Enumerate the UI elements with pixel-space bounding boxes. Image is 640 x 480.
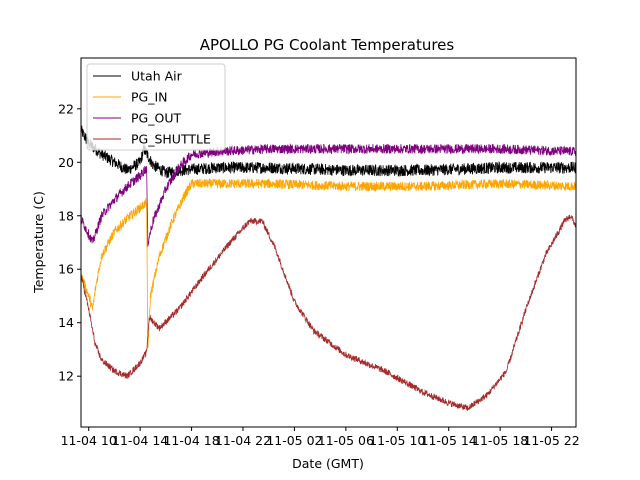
- legend-label: Utah Air: [131, 69, 183, 84]
- legend: Utah Air PG_IN PG_OUT PG_SHUTTLE: [86, 63, 226, 151]
- y-tick-label: 14: [58, 315, 74, 330]
- axes-frame: [80, 57, 577, 428]
- series-line-utah-air: [81, 125, 576, 179]
- x-tick-label: 11-04 18: [163, 433, 219, 448]
- y-axis: 12 14 16 18 20 22: [58, 101, 81, 384]
- x-tick-label: 11-05 22: [523, 433, 579, 448]
- x-tick-label: 11-05 18: [472, 433, 528, 448]
- legend-label: PG_OUT: [131, 111, 181, 126]
- y-tick-label: 20: [58, 155, 74, 170]
- x-tick-label: 11-05 02: [266, 433, 322, 448]
- legend-label: PG_IN: [131, 90, 168, 105]
- x-tick-label: 11-05 10: [369, 433, 425, 448]
- x-tick-label: 11-05 14: [421, 433, 477, 448]
- y-axis-label: Temperature (C): [31, 191, 46, 294]
- chart-title: APOLLO PG Coolant Temperatures: [200, 36, 455, 54]
- y-tick-label: 16: [58, 262, 74, 277]
- x-tick-label: 11-05 06: [318, 433, 374, 448]
- series-line-pg-shuttle: [81, 214, 576, 411]
- series-layer: [81, 125, 576, 411]
- legend-label: PG_SHUTTLE: [131, 132, 211, 147]
- x-tick-label: 11-04 14: [112, 433, 168, 448]
- y-tick-label: 18: [58, 208, 74, 223]
- x-tick-label: 11-04 22: [215, 433, 271, 448]
- x-tick-label: 11-04 10: [61, 433, 117, 448]
- series-line-pg-in: [81, 177, 576, 349]
- legend-box: [86, 63, 226, 151]
- y-tick-label: 22: [58, 101, 74, 116]
- series-line-pg-out: [81, 143, 576, 247]
- y-tick-label: 12: [58, 369, 74, 384]
- x-axis-label: Date (GMT): [292, 456, 364, 471]
- plot-area: [80, 57, 577, 428]
